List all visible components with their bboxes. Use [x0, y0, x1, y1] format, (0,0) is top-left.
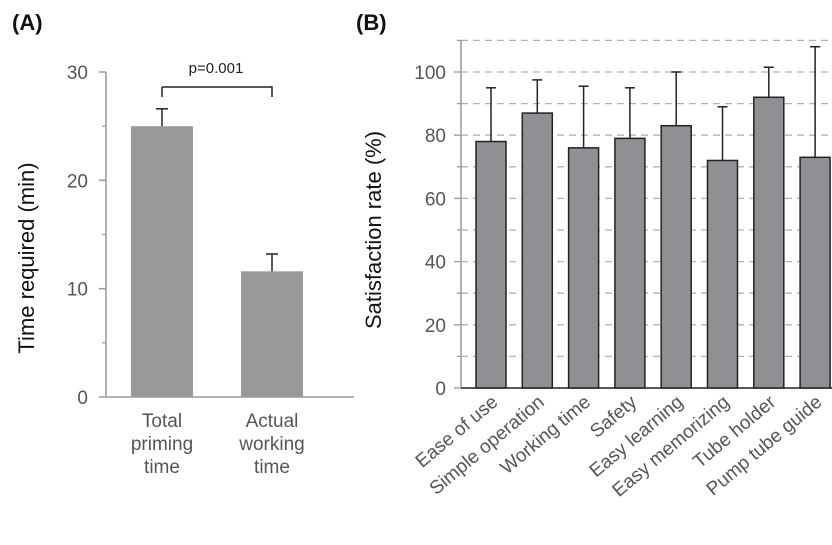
bar: [660, 124, 692, 389]
p-value-annotation: p=0.001: [189, 60, 244, 77]
panel-a: (A) Time required (min) 0 10 20 30 Totalpri…: [12, 10, 354, 478]
panel-b-y-axis-label: Satisfaction rate (%): [361, 131, 386, 329]
panel-b-y-tick-label: 100: [414, 63, 446, 84]
panel-a-category-label: priming: [131, 434, 193, 455]
bar: [614, 137, 646, 389]
bar: [475, 140, 507, 389]
panel-a-y-tick-label: 20: [67, 171, 88, 192]
panel-b-y-tick-label: 20: [425, 316, 446, 337]
panel-a-category-label: Total: [142, 411, 182, 432]
bar: [706, 159, 739, 389]
bar: [567, 147, 600, 389]
bar: [799, 156, 831, 389]
panel-b-y-tick-label: 0: [435, 379, 446, 400]
bar: [241, 271, 303, 397]
bar: [131, 126, 193, 398]
panel-b-y-tick-label: 40: [425, 253, 446, 274]
panel-a-category-label: Actual: [246, 411, 299, 432]
significance-bracket: [161, 86, 273, 97]
panel-a-y-tick-label: 10: [67, 280, 88, 301]
bar: [753, 96, 785, 389]
panel-b-label: (B): [356, 10, 387, 35]
panel-a-category-label: time: [144, 457, 180, 478]
panel-b-y-tick-label: 80: [425, 126, 446, 147]
panel-a-y-axis-label: Time required (min): [14, 162, 39, 353]
panel-b-y-tick-label: 60: [425, 189, 446, 210]
panel-a-label: (A): [12, 10, 43, 35]
panel-a-y-tick-label: 0: [77, 388, 88, 409]
panel-a-y-tick-label: 30: [67, 63, 88, 84]
bar: [521, 112, 554, 389]
panel-a-category-label: time: [254, 457, 290, 478]
panel-a-category-label: working: [238, 434, 304, 455]
